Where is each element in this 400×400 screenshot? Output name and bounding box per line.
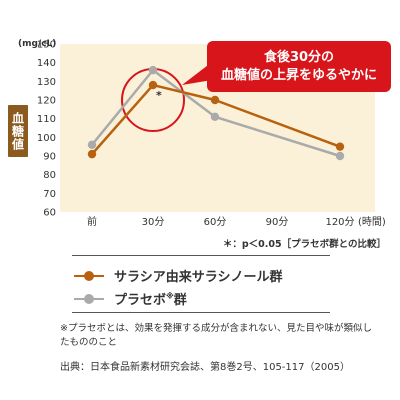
data-point-0 xyxy=(148,80,158,90)
y-tick-label: 140 xyxy=(37,58,56,69)
legend-item-placebo: プラセボ※群 xyxy=(74,289,187,308)
data-point-0 xyxy=(210,95,220,105)
data-point-1 xyxy=(335,151,345,161)
series-layer: * xyxy=(87,65,345,161)
legend-label-salacia: サラシア由来サラシノール群 xyxy=(114,270,283,285)
x-tick-label: 120分 xyxy=(325,216,354,228)
callout-box: 食後30分の 血糖値の上昇をゆるやかに xyxy=(207,41,391,92)
y-tick-label: 150 xyxy=(37,40,56,51)
callout-line-2: 血糖値の上昇をゆるやかに xyxy=(220,67,377,83)
callout-pointer xyxy=(182,62,212,85)
y-tick-label: 130 xyxy=(37,77,56,88)
y-tick-label: 70 xyxy=(43,189,56,200)
y-tick-label: 100 xyxy=(37,133,56,144)
x-tick-label: 前 xyxy=(87,215,97,228)
footnote: ※プラセボとは、効果を発揮する成分が含まれない、見た目や味が類似したもののこと xyxy=(60,323,372,348)
legend-item-salacia: サラシア由来サラシノール群 xyxy=(74,266,282,285)
y-tick-label: 80 xyxy=(43,170,56,181)
y-tick-label: 120 xyxy=(37,96,56,107)
legend: サラシア由来サラシノール群 プラセボ※群 xyxy=(72,255,330,313)
data-point-1 xyxy=(87,140,97,149)
legend-placebo-sup: ※ xyxy=(166,291,174,301)
x-axis-ticks: 前 30分 60分 90分 120分 (時間) xyxy=(87,215,386,228)
data-point-0 xyxy=(335,142,345,151)
legend-swatch-salacia xyxy=(74,270,104,281)
source-citation: 出典：日本食品新素材研究会誌、第8巻2号、105-117（2005） xyxy=(60,362,350,373)
y-tick-label: 110 xyxy=(37,114,56,125)
x-tick-label: 60分 xyxy=(204,216,227,228)
data-point-1 xyxy=(210,112,220,122)
x-axis-suffix: (時間) xyxy=(358,216,386,228)
significance-marker: * xyxy=(156,89,162,102)
y-axis-title: 血糖値 xyxy=(8,105,28,157)
legend-label-placebo: プラセボ※群 xyxy=(114,289,187,308)
x-tick-label: 90分 xyxy=(266,216,289,228)
data-point-0 xyxy=(87,149,97,159)
significance-note: ＊：p＜0.05［プラセボ群との比較］ xyxy=(222,239,386,250)
x-tick-label: 30分 xyxy=(142,216,165,228)
y-tick-label: 90 xyxy=(43,152,56,163)
legend-placebo-suffix: 群 xyxy=(173,293,187,308)
legend-swatch-placebo xyxy=(74,293,104,304)
y-axis-ticks: 60 70 80 90 100 110 120 130 140 150 xyxy=(37,40,56,219)
callout-line-1: 食後30分の xyxy=(263,49,335,65)
series-line-0 xyxy=(91,83,341,155)
y-unit-label: (mg/cL) xyxy=(18,39,56,49)
data-point-1 xyxy=(148,65,158,75)
legend-placebo-name: プラセボ xyxy=(114,293,167,308)
y-tick-label: 60 xyxy=(43,208,56,219)
